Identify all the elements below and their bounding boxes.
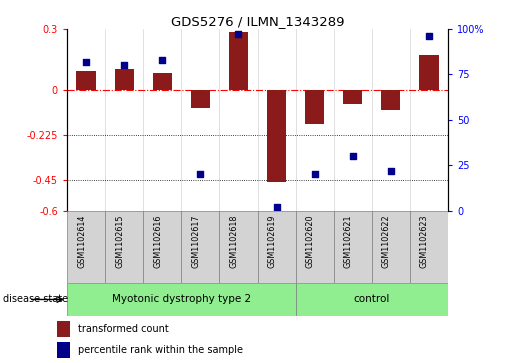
Bar [267,90,286,182]
Bar [105,211,143,283]
Bar [334,211,372,283]
Text: disease state: disease state [3,294,67,305]
Bar [296,211,334,283]
Bar [219,211,258,283]
Text: percentile rank within the sample: percentile rank within the sample [78,345,243,355]
Bar [410,211,448,283]
Bar [382,90,401,110]
Point [272,204,281,210]
Point [349,153,357,159]
Text: GSM1102615: GSM1102615 [115,214,124,268]
Bar [143,211,181,283]
Text: GSM1102622: GSM1102622 [382,214,391,268]
Point [425,33,433,39]
Bar [67,283,296,316]
Bar [181,211,219,283]
Point [120,62,128,68]
Bar [57,321,70,337]
Text: transformed count: transformed count [78,324,168,334]
Bar [419,55,439,90]
Bar [229,32,248,90]
Bar [153,73,172,90]
Bar [57,342,70,358]
Text: GSM1102614: GSM1102614 [77,214,86,268]
Text: GSM1102619: GSM1102619 [268,214,277,268]
Bar [258,211,296,283]
Point [234,32,243,37]
Bar [114,69,134,90]
Point [311,171,319,177]
Text: GSM1102623: GSM1102623 [420,214,429,268]
Text: GSM1102621: GSM1102621 [344,214,353,268]
Point [387,168,395,174]
Point [158,57,166,63]
Title: GDS5276 / ILMN_1343289: GDS5276 / ILMN_1343289 [171,15,344,28]
Bar [76,72,96,90]
Bar [67,211,105,283]
Text: GSM1102616: GSM1102616 [153,214,162,268]
Text: GSM1102618: GSM1102618 [230,214,238,268]
Bar [372,211,410,283]
Text: GSM1102620: GSM1102620 [306,214,315,268]
Text: GSM1102617: GSM1102617 [192,214,200,268]
Point [82,59,90,65]
Bar [191,90,210,108]
Bar [305,90,324,124]
Text: Myotonic dystrophy type 2: Myotonic dystrophy type 2 [112,294,251,305]
Bar [296,283,448,316]
Text: control: control [354,294,390,305]
Bar [344,90,363,104]
Point [196,171,204,177]
